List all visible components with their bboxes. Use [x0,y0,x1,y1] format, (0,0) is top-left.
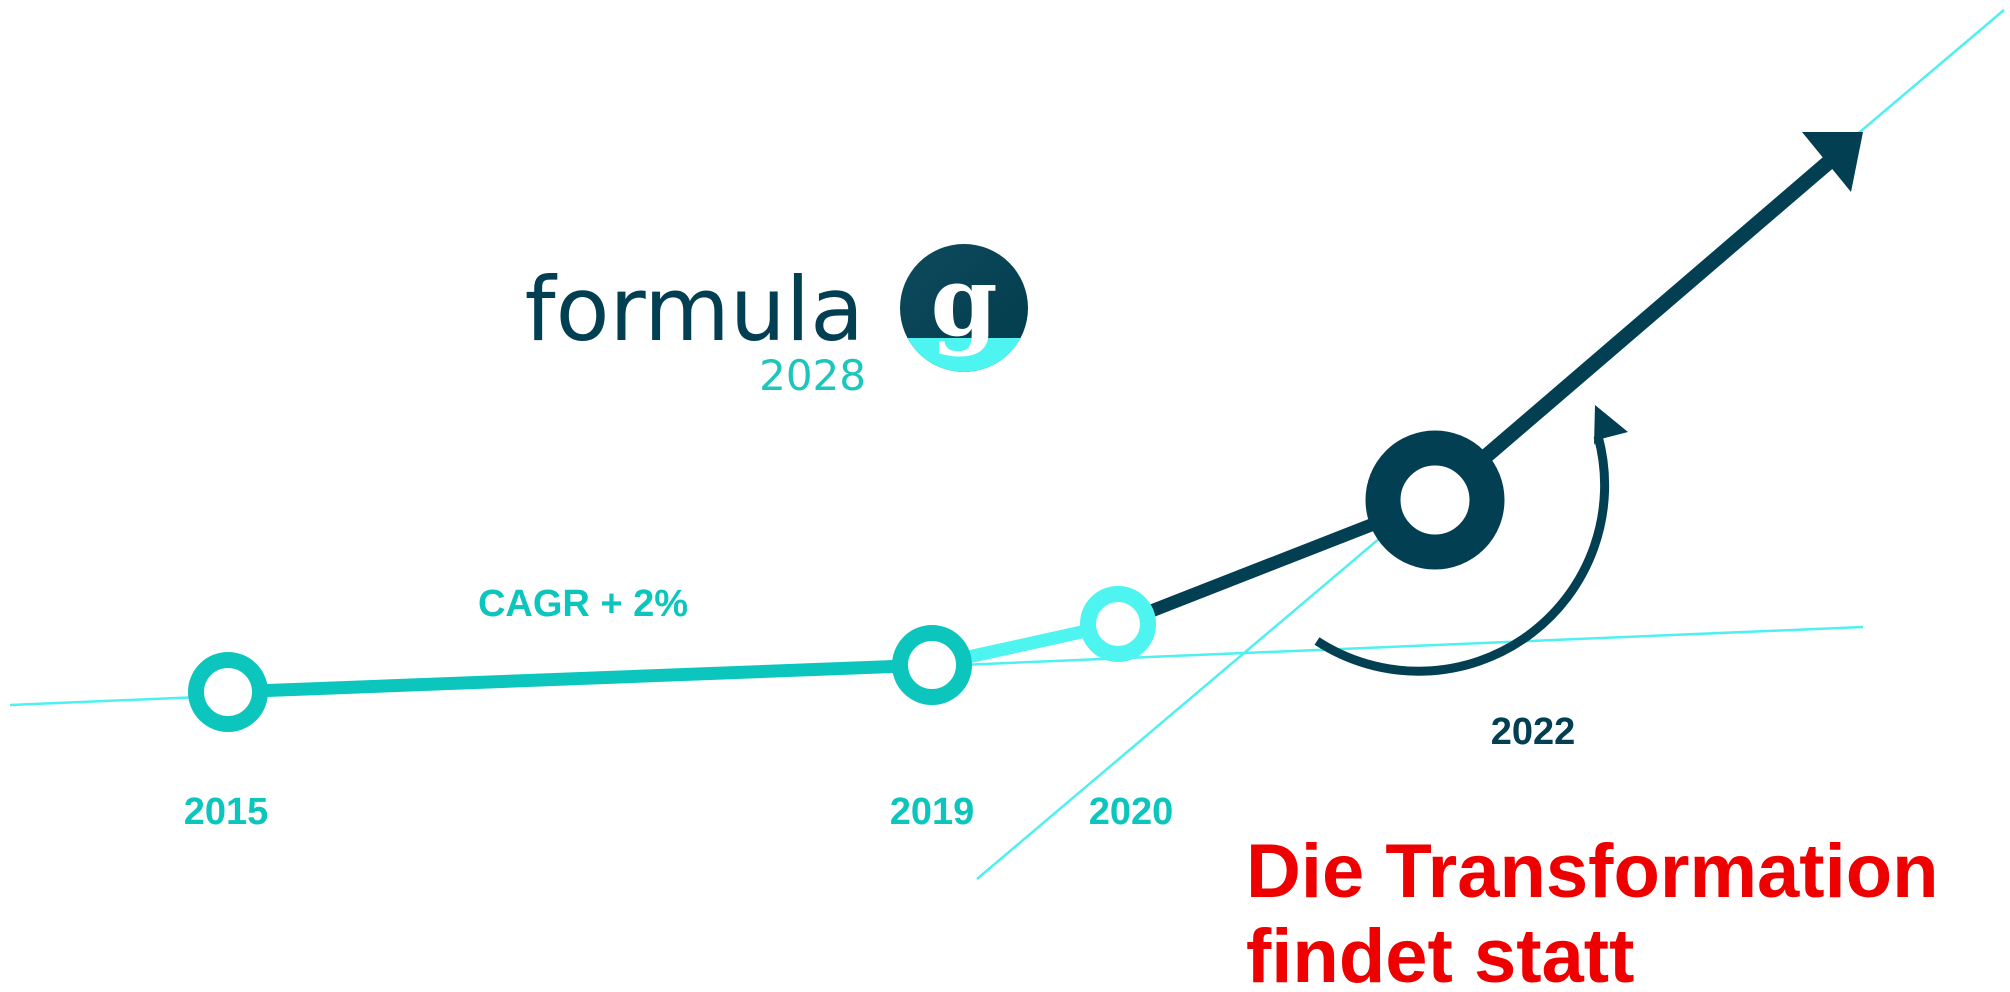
year-label: 2022 [1491,711,1576,753]
milestone-marker [188,652,268,732]
path-segment [227,658,933,699]
milestone-marker [892,625,972,705]
year-label: 2015 [184,791,269,833]
annotation: CAGR + 2% [478,583,688,625]
headline: Die Transformation [1246,829,1939,914]
year-label: 2020 [1089,791,1174,833]
milestone-marker [1080,586,1156,662]
headline: findet statt [1246,914,1634,992]
logo-year: 2028 [759,351,866,400]
logo-letter: g [930,245,997,358]
arrow-head [1802,132,1863,192]
year-label: 2019 [890,791,975,833]
milestone-marker [1365,430,1505,570]
growth-arrow [1430,155,1835,506]
logo-name: formula [525,258,864,361]
arrow-head [1594,405,1628,445]
curved-arrow [1314,434,1610,676]
